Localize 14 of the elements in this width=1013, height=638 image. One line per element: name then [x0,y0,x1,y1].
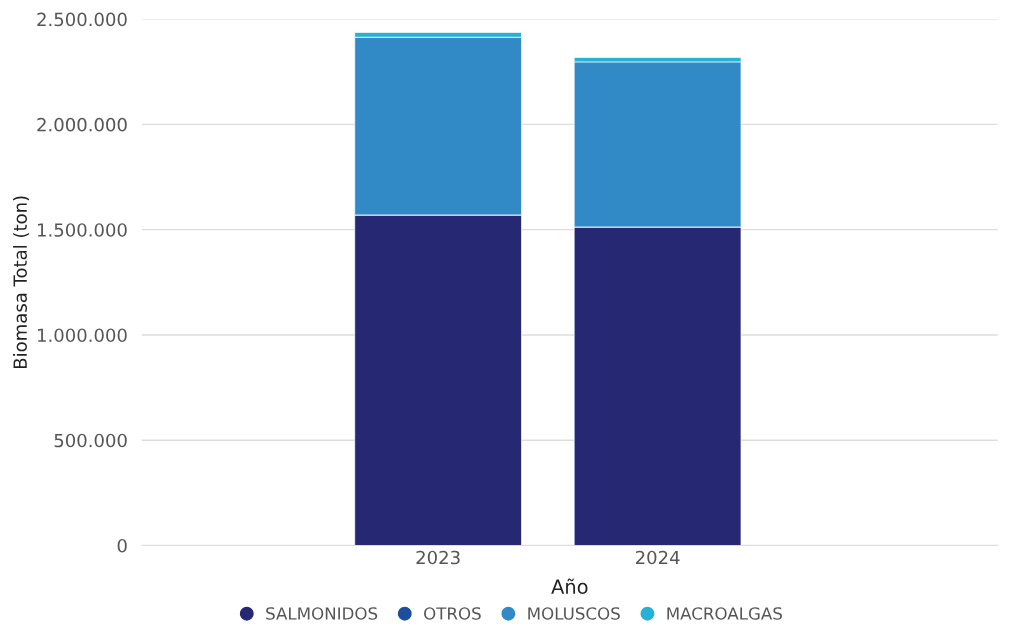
x-axis-title: Año [551,578,588,594]
y-tick-label: 500.000 [54,433,127,448]
x-tick-label: 2024 [635,550,680,565]
legend-label: MACROALGAS [667,607,782,620]
legend-label: MOLUSCOS [528,607,620,620]
x-tick-label: 2023 [416,550,460,565]
y-axis-title: Biomasa Total (ton) [13,196,30,368]
y-tick-label: 2.000.000 [37,117,127,132]
y-tick-label: 0 [117,538,127,553]
y-tick-label: 1.000.000 [38,328,127,343]
legend-label: SALMONIDOS [266,607,378,620]
y-tick-label: 1.500.000 [38,223,127,237]
legend-label: OTROS [424,607,481,620]
y-tick-label: 2.500.000 [37,12,127,27]
